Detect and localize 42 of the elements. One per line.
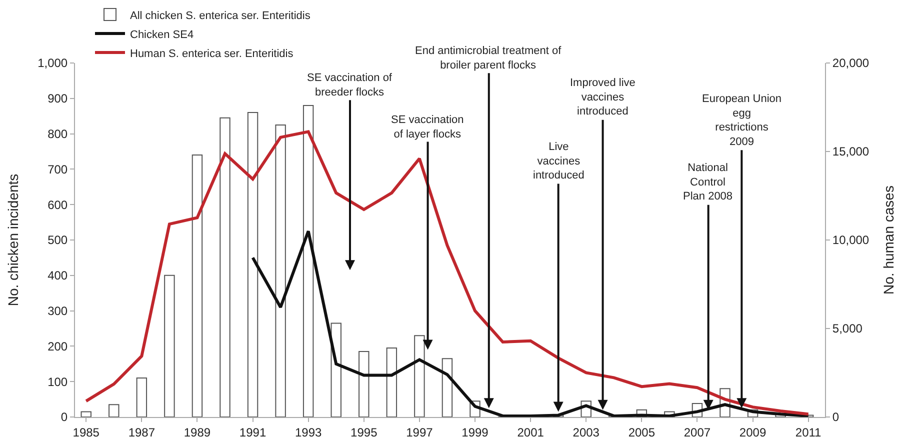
- x-tick-label: 2005: [628, 425, 656, 439]
- x-tick-label: 1999: [462, 425, 489, 439]
- x-tick-label: 2009: [739, 425, 766, 439]
- x-tick-label: 1987: [128, 425, 156, 439]
- y-axis-title: No. chicken incidents: [5, 174, 22, 306]
- x-tick-label: 2001: [517, 425, 544, 439]
- annotation: SE vaccination of breeder flocks: [307, 72, 393, 98]
- y-tick-label: 400: [48, 268, 68, 283]
- y2-tick-label: 5,000: [832, 322, 863, 336]
- y-tick-label: 500: [48, 233, 68, 248]
- y-tick-label: 900: [48, 92, 68, 106]
- legend-label: Chicken SE4: [130, 28, 194, 41]
- annotation: Improved live vaccines introduced: [570, 77, 636, 118]
- annotation: National Control Plan 2008: [683, 162, 733, 203]
- y2-tick-label: 0: [832, 410, 840, 424]
- y2-axis-title: No. human cases: [880, 186, 897, 294]
- y-tick-label: 100: [48, 374, 68, 389]
- x-tick-label: 2007: [684, 425, 711, 439]
- y-tick-label: 200: [48, 339, 68, 354]
- annotation: European Union egg restrictions 2009: [702, 93, 782, 148]
- y-tick-label: 300: [48, 304, 68, 318]
- y2-tick-label: 20,000: [832, 56, 870, 70]
- x-tick-label: 1985: [72, 425, 100, 439]
- annotation: Live vaccines introduced: [533, 141, 584, 182]
- legend-label: Human S. enterica ser. Enteritidis: [130, 48, 294, 60]
- y-tick-label: 0: [60, 410, 68, 424]
- x-tick-label: 1995: [350, 425, 378, 439]
- annotation: SE vaccination of layer flocks: [391, 114, 464, 140]
- annotation: End antimicrobial treatment of broiler parent flocks: [415, 45, 562, 72]
- x-tick-label: 2003: [572, 425, 600, 439]
- legend-label: All chicken S. enterica ser. Enteritidis: [130, 10, 311, 22]
- y-tick-label: 800: [48, 127, 68, 141]
- y-tick-label: 700: [48, 162, 68, 176]
- x-tick-label: 2011: [795, 425, 822, 439]
- x-tick-label: 1991: [239, 425, 266, 439]
- y2-tick-label: 10,000: [832, 233, 870, 248]
- y2-tick-label: 15,000: [832, 144, 870, 159]
- x-tick-label: 1997: [406, 425, 434, 439]
- x-tick-label: 1989: [184, 425, 211, 439]
- y-tick-label: 600: [48, 198, 68, 212]
- x-tick-label: 1993: [294, 425, 322, 439]
- y-tick-label: 1,000: [38, 56, 68, 70]
